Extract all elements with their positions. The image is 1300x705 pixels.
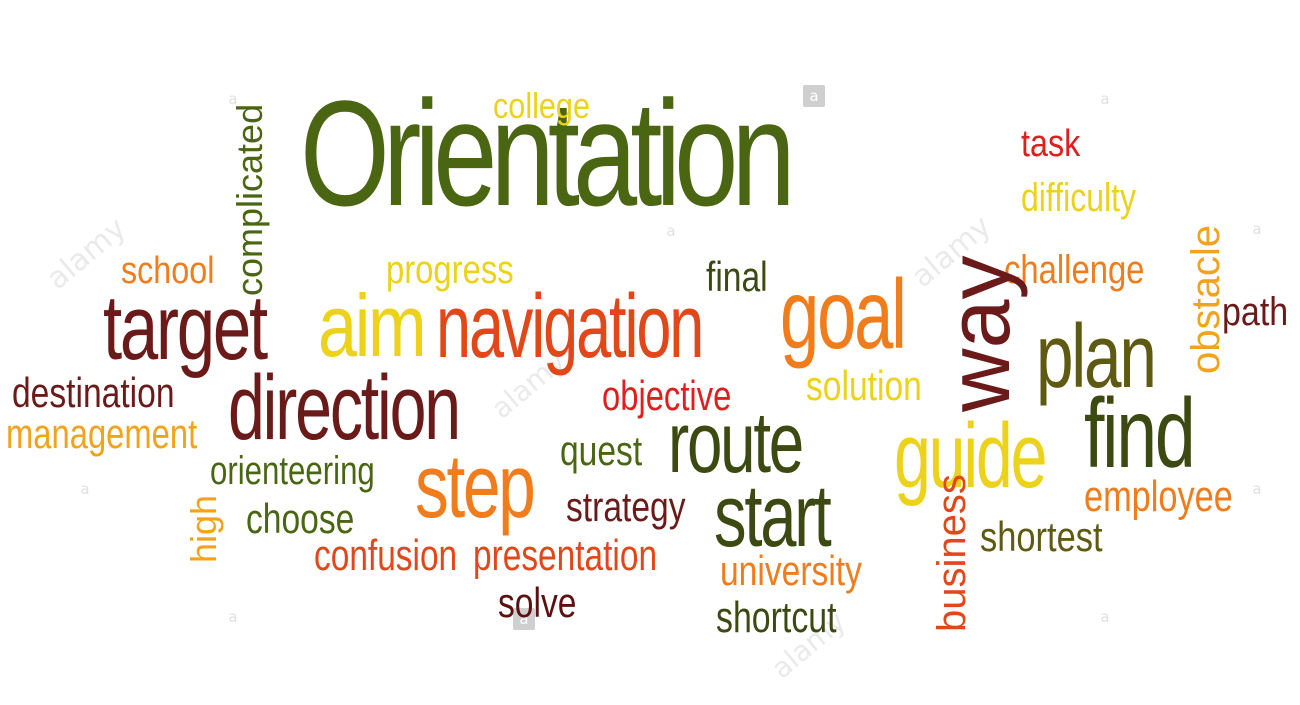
word-direction: direction (228, 357, 461, 459)
word-goal: goal (780, 259, 907, 369)
watermark-logo: a (666, 222, 676, 240)
word-navigation: navigation (436, 277, 704, 377)
word-complicated: complicated (229, 103, 270, 296)
word-solution: solution (806, 362, 922, 409)
word-employee: employee (1084, 472, 1233, 521)
word-find: find (1084, 378, 1196, 488)
word-high: high (183, 494, 224, 563)
word-university: university (720, 547, 862, 594)
word-strategy: strategy (566, 483, 686, 530)
word-business: business (930, 474, 974, 632)
word-step: step (415, 437, 536, 537)
word-destination: destination (12, 369, 175, 416)
word-target: target (103, 277, 268, 379)
word-guide: guide (894, 405, 1047, 507)
word-way: way (929, 255, 1028, 413)
word-obstacle: obstacle (1184, 225, 1228, 374)
word-orientation: Orientation (300, 69, 796, 237)
watermark-logo: a (513, 608, 535, 630)
watermark-logo: a (228, 90, 238, 108)
watermark-logo: a (1252, 220, 1262, 238)
word-plan: plan (1036, 307, 1157, 407)
watermark-logo: a (80, 480, 90, 498)
word-task: task (1021, 123, 1081, 165)
word-challenge: challenge (1004, 248, 1145, 292)
word-objective: objective (602, 372, 732, 419)
word-choose: choose (246, 495, 355, 542)
word-final: final (706, 253, 768, 300)
word-difficulty: difficulty (1021, 176, 1137, 220)
word-path: path (1222, 290, 1289, 334)
word-route: route (668, 395, 804, 491)
watermark-logo: a (1100, 90, 1110, 108)
word-confusion: confusion (314, 531, 458, 580)
word-aim: aim (318, 276, 427, 375)
watermark-logo: a (228, 608, 238, 626)
word-progress: progress (386, 248, 514, 292)
word-college: college (493, 85, 590, 126)
watermark-logo: a (1100, 608, 1110, 626)
word-shortcut: shortcut (716, 593, 837, 642)
word-quest: quest (560, 427, 643, 474)
word-management: management (6, 410, 198, 457)
word-solve: solve (498, 579, 577, 626)
word-shortest: shortest (980, 513, 1103, 560)
word-orienteering: orienteering (210, 449, 375, 493)
word-school: school (121, 250, 215, 292)
watermark-logo: a (1252, 480, 1262, 498)
watermark-logo: a (803, 85, 825, 107)
word-start: start (714, 466, 832, 565)
word-presentation: presentation (473, 531, 658, 580)
